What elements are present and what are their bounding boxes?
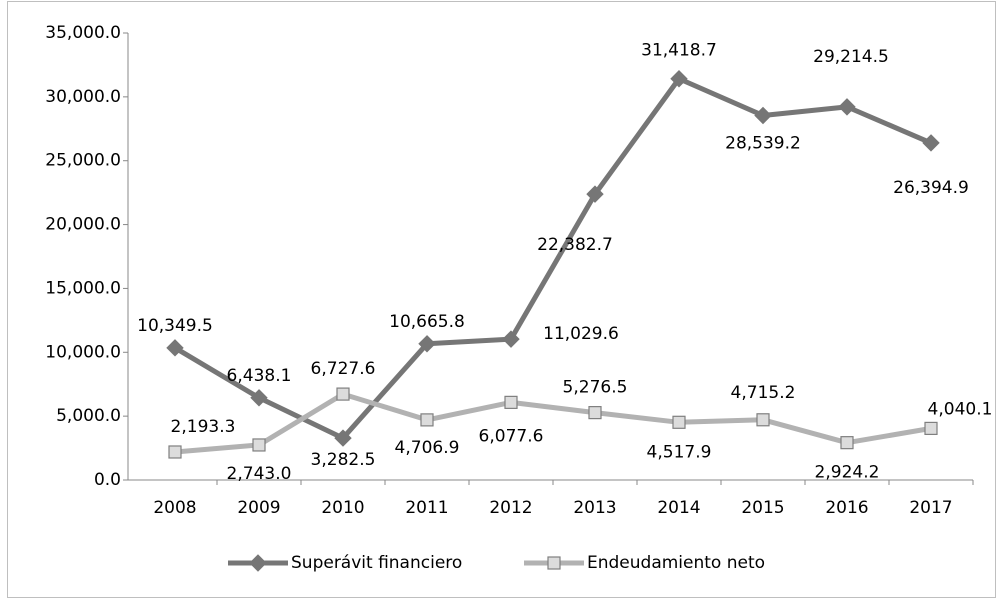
x-tick-label: 2014 — [657, 498, 700, 518]
data-label: 2,924.2 — [815, 463, 880, 483]
point-marker — [336, 387, 350, 401]
legend-label: Superávit financiero — [291, 553, 462, 573]
y-tick-label: 25,000.0 — [45, 151, 121, 171]
data-label: 22,382.7 — [537, 235, 613, 255]
data-label: 29,214.5 — [813, 47, 889, 67]
x-tick-label: 2015 — [741, 498, 784, 518]
point-marker — [922, 134, 940, 152]
series-line — [174, 391, 932, 455]
point-marker — [252, 438, 266, 452]
point-marker — [166, 339, 184, 357]
point-marker — [420, 413, 434, 427]
legend-marker — [547, 556, 561, 570]
x-tick-label: 2009 — [237, 498, 280, 518]
x-tick-label: 2010 — [321, 498, 364, 518]
data-label: 4,040.1 — [928, 399, 993, 419]
x-tick-label: 2012 — [489, 498, 532, 518]
point-marker — [838, 98, 856, 116]
y-tick-label: 15,000.0 — [45, 278, 121, 298]
point-marker — [334, 429, 352, 447]
data-label: 2,193.3 — [171, 417, 236, 437]
point-marker — [504, 395, 518, 409]
point-marker — [756, 413, 770, 427]
point-marker — [924, 421, 938, 436]
legend-marker — [249, 554, 267, 572]
y-tick-label: 20,000.0 — [45, 215, 121, 235]
data-label: 2,743.0 — [227, 464, 292, 484]
data-label: 3,282.5 — [311, 450, 376, 470]
point-marker — [168, 445, 182, 459]
y-tick-label: 30,000.0 — [45, 87, 121, 107]
point-marker — [588, 406, 602, 420]
x-tick-label: 2016 — [825, 498, 868, 518]
data-label: 28,539.2 — [725, 134, 801, 154]
data-label: 4,715.2 — [731, 383, 796, 403]
point-marker — [670, 70, 688, 88]
y-tick-label: 10,000.0 — [45, 342, 121, 362]
point-marker — [586, 185, 604, 203]
x-tick-label: 2011 — [405, 498, 448, 518]
point-marker — [418, 335, 436, 353]
data-label: 31,418.7 — [641, 41, 717, 61]
point-marker — [840, 436, 854, 450]
data-label: 6,077.6 — [479, 426, 544, 446]
data-label: 11,029.6 — [543, 324, 619, 344]
y-tick-label: 0.0 — [94, 470, 121, 490]
data-label: 6,727.6 — [311, 359, 376, 379]
data-label: 4,517.9 — [647, 442, 712, 462]
data-label: 5,276.5 — [563, 378, 628, 398]
data-label: 10,665.8 — [389, 312, 465, 332]
point-marker — [250, 389, 268, 407]
y-tick-label: 35,000.0 — [45, 23, 121, 43]
y-tick-label: 5,000.0 — [56, 406, 121, 426]
legend-label: Endeudamiento neto — [587, 553, 765, 573]
data-label: 10,349.5 — [137, 316, 213, 336]
data-label: 26,394.9 — [893, 178, 969, 198]
point-marker — [754, 106, 772, 125]
chart-border — [7, 1, 996, 598]
point-marker — [672, 415, 686, 429]
data-label: 4,706.9 — [395, 438, 460, 458]
point-marker — [502, 330, 520, 348]
data-label: 6,438.1 — [227, 366, 292, 386]
x-tick-label: 2008 — [153, 498, 196, 518]
x-tick-label: 2013 — [573, 498, 616, 518]
x-tick-label: 2017 — [909, 498, 952, 518]
